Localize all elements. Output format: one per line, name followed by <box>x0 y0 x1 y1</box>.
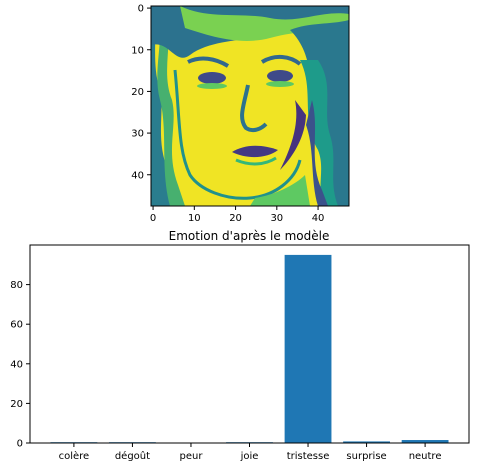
bars <box>50 254 449 443</box>
bar-4 <box>284 254 332 443</box>
mouth-shadow <box>235 156 277 166</box>
image-y-tick-label: 0 <box>138 4 144 15</box>
face-image <box>151 6 349 206</box>
bar-y-tick-label: 20 <box>10 399 23 410</box>
bar-x-tick-label: dégoût <box>115 450 150 462</box>
hair-top-light <box>180 6 349 41</box>
hair-right-strands <box>300 60 338 206</box>
image-heatmap <box>150 5 350 207</box>
bar-x-tick-label: joie <box>240 451 259 462</box>
face-outline <box>173 69 302 200</box>
bar-x-tick-label: neutre <box>409 451 442 462</box>
image-subplot: 0 10 20 30 40 0 10 20 30 40 <box>131 4 350 224</box>
cheek-shadow <box>280 100 306 170</box>
bar-x-tick-label: peur <box>179 451 203 462</box>
bar-y-tick-label: 40 <box>10 359 23 370</box>
mouth <box>232 145 278 158</box>
bar-y-tick-label: 0 <box>17 439 23 450</box>
bar-x-tick-label: colère <box>59 450 90 462</box>
image-y-tick-label: 40 <box>131 170 144 181</box>
image-x-tick-label: 40 <box>312 213 325 224</box>
bar-x-tick-label: surprise <box>346 451 386 462</box>
right-eye-lid <box>266 81 294 87</box>
bar-plot-frame <box>29 244 470 444</box>
left-eye-lid <box>197 83 227 89</box>
bar-x-ticks: colère dégoût peur joie tristesse surprise neu… <box>59 443 442 462</box>
image-x-tick-label: 20 <box>229 213 242 224</box>
bar-6 <box>401 440 449 443</box>
right-eyebrow <box>260 55 302 66</box>
chart-title: Emotion d'après le modèle <box>169 229 330 243</box>
hair-right-dark <box>306 100 328 206</box>
image-y-ticks: 0 10 20 30 40 <box>131 4 151 181</box>
right-eye <box>267 70 293 82</box>
image-x-ticks: 0 10 20 30 40 <box>150 206 325 224</box>
image-y-tick-label: 10 <box>131 45 144 56</box>
image-x-tick-label: 30 <box>270 213 283 224</box>
bar-5 <box>343 441 390 443</box>
hair-left-inner <box>157 10 185 206</box>
image-frame <box>150 5 350 207</box>
bar-subplot: Emotion d'après le modèle colère dégoût pe… <box>10 229 470 462</box>
bar-y-tick-label: 80 <box>10 280 23 291</box>
bar-y-tick-label: 60 <box>10 320 23 331</box>
image-x-tick-label: 10 <box>188 213 201 224</box>
nose <box>240 84 268 133</box>
left-eyebrow <box>187 56 230 68</box>
image-x-tick-label: 0 <box>150 213 156 224</box>
left-eye <box>198 72 226 84</box>
image-y-tick-label: 20 <box>131 87 144 98</box>
neck-shadow <box>250 175 310 206</box>
bar-x-tick-label: tristesse <box>287 451 330 462</box>
bar-y-ticks: 0 20 40 60 80 <box>10 280 30 450</box>
image-y-tick-label: 30 <box>131 129 144 140</box>
